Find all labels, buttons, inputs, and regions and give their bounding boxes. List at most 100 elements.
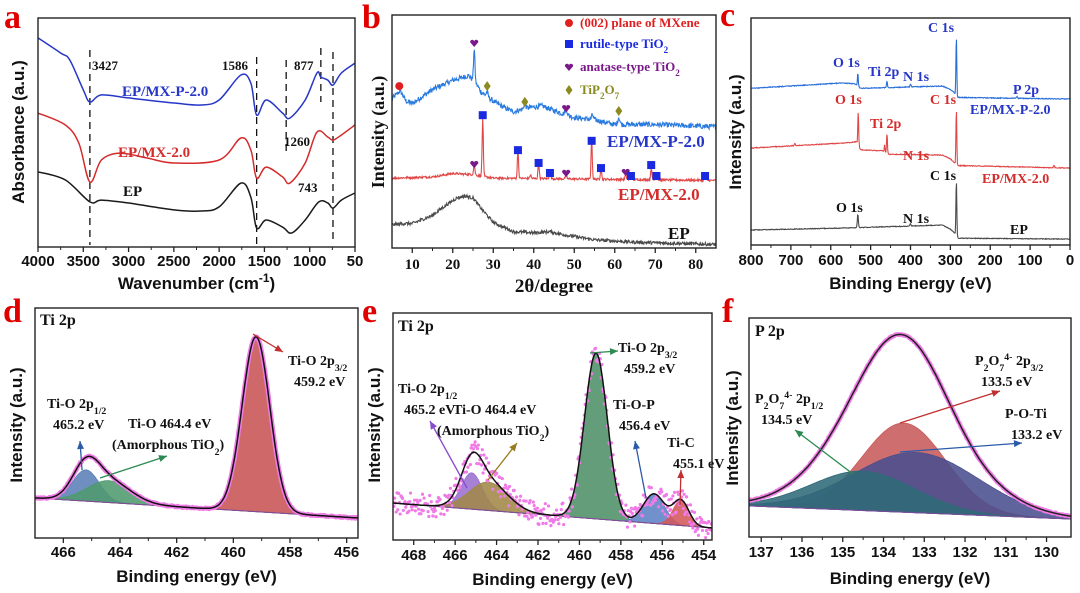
- label-part: EP: [668, 224, 690, 243]
- y-axis-label: Intensity (a.u.): [723, 370, 742, 485]
- annotation-label: O 1s: [833, 56, 860, 71]
- raw-data-point: [527, 501, 531, 505]
- y-axis-label: Intensity (a.u.): [365, 367, 384, 482]
- raw-data-point: [468, 463, 472, 467]
- x-tick-label: 60: [607, 257, 622, 273]
- raw-data-point: [705, 521, 709, 525]
- raw-data-point: [471, 447, 476, 451]
- arrow-head-icon: [677, 470, 685, 479]
- raw-data-point: [511, 488, 516, 493]
- raw-data-point: [396, 508, 400, 512]
- annotation-energy-label: 456.4 eV: [619, 419, 670, 434]
- panel-title: Ti 2p: [40, 312, 76, 329]
- annotation-label: EP: [668, 224, 690, 243]
- x-tick-label: 2000: [202, 253, 235, 270]
- label-subscript: 3/2: [1031, 363, 1044, 374]
- x-tick-label: 464: [107, 544, 133, 561]
- label-part: C 1s: [930, 169, 957, 184]
- raw-data-point: [548, 519, 552, 523]
- raw-data-point: [434, 515, 438, 519]
- panel-b: 10 20 30 40 50 60 70 80 2θ/degree Intensity (a.u.…: [368, 14, 717, 297]
- arrow-head-icon: [609, 348, 618, 356]
- label-part: rutile-type TiO: [580, 36, 664, 51]
- y-axis-label: Intensity (a.u.): [726, 74, 745, 189]
- annotation-energy-label: 459.2 eV: [294, 375, 345, 390]
- x-tick-label: 4000: [21, 253, 54, 270]
- panel-c: 800 700 600 500 400 300 200 100 0 Binding Energy …: [726, 17, 1074, 293]
- raw-data-point: [404, 505, 408, 509]
- annotation-label: 1586: [222, 58, 249, 73]
- annotation-arrow-line: [794, 429, 854, 475]
- label-part: EP/MX-2.0: [618, 185, 700, 204]
- raw-data-point: [692, 522, 696, 526]
- annotation-arrow-line: [429, 420, 468, 489]
- annotation-label: 743: [298, 180, 318, 195]
- y-axis-label: Intensity (a.u.): [368, 76, 389, 189]
- raw-data-point: [663, 512, 667, 516]
- label-supscript: 4-: [784, 390, 792, 401]
- raw-data-point: [466, 465, 470, 469]
- annotation-label: EP: [1010, 223, 1028, 238]
- label-part: Binding energy (eV): [116, 567, 277, 586]
- raw-data-point: [432, 506, 437, 510]
- annotation-label: C 1s: [928, 21, 955, 36]
- raw-data-point: [399, 494, 403, 498]
- x-tick-label: 462: [164, 544, 189, 561]
- label-part: ): [269, 274, 275, 293]
- raw-data-point: [532, 503, 536, 508]
- annotation-label: Ti-O-P: [613, 398, 655, 413]
- x-tick-label: 300: [938, 252, 963, 269]
- raw-data-point: [517, 513, 521, 517]
- raw-data-point: [413, 509, 417, 513]
- raw-data-point: [629, 506, 634, 510]
- raw-data-point: [496, 490, 500, 494]
- label-part: Ti-O 464.4 eV: [128, 417, 211, 432]
- x-tick-label: 456: [334, 544, 359, 561]
- raw-data-point: [432, 510, 436, 514]
- raw-data-point: [405, 511, 409, 515]
- rutile-square-marker: [596, 164, 605, 173]
- raw-data-point: [681, 506, 685, 511]
- raw-data-point: [395, 491, 399, 495]
- raw-data-point: [543, 502, 547, 506]
- annotation-energy-label: (Amorphous TiO2): [112, 438, 224, 458]
- label-subscript: 1/2: [445, 391, 458, 402]
- label-part: EP/MX-P-2.0: [607, 132, 705, 151]
- plot-area: [751, 39, 1070, 241]
- raw-data-point: [472, 443, 476, 447]
- arrow-head-icon: [795, 430, 804, 438]
- series-line-ep-mx-p-2-0: [751, 39, 1070, 101]
- fit-envelope-line: [35, 336, 358, 519]
- x-tick-label: 70: [648, 257, 663, 273]
- raw-data-point: [682, 492, 686, 496]
- raw-data-point: [475, 461, 479, 466]
- raw-data-point: [531, 500, 535, 504]
- raw-data-point: [393, 496, 397, 500]
- raw-data-point: [616, 482, 620, 486]
- x-tick-label: 468: [401, 547, 426, 564]
- label-part: ): [219, 438, 224, 453]
- label-subscript: 2: [764, 401, 769, 412]
- label-part: 2p: [1012, 354, 1031, 369]
- plot-frame: [34, 307, 359, 539]
- annotation-label: Ti 2p: [870, 117, 901, 132]
- raw-data-point: [695, 517, 699, 521]
- annotation-energy-label: 134.5 eV: [761, 413, 812, 428]
- annotation-arrow-line: [899, 442, 1023, 453]
- x-tick-label: 464: [484, 547, 510, 564]
- label-part: Binding energy (eV): [472, 570, 633, 589]
- annotation-label: Ti-O 464.4 eV: [453, 403, 536, 418]
- raw-data-point: [450, 504, 454, 508]
- raw-data-point: [420, 492, 425, 496]
- x-axis-label: Binding Energy (eV): [829, 274, 991, 293]
- rutile-square-marker: [701, 172, 710, 181]
- raw-data-point: [536, 522, 540, 526]
- x-tick-label: 3000: [112, 253, 145, 270]
- rutile-square-marker: [513, 146, 522, 155]
- raw-data-point: [700, 528, 705, 533]
- raw-data-point: [455, 488, 460, 492]
- annotation-arrow-line: [99, 455, 168, 479]
- raw-data-point: [484, 456, 488, 460]
- panel-letter-a: a: [4, 0, 21, 36]
- anatase-heart-marker: [564, 63, 574, 71]
